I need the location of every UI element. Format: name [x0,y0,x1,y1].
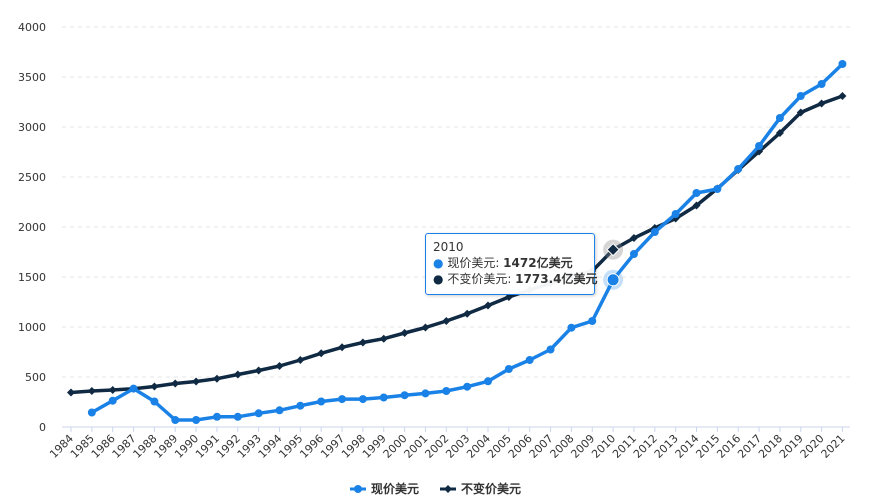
data-point[interactable] [358,395,367,404]
data-point[interactable] [817,80,826,88]
data-point[interactable] [212,374,221,383]
data-point[interactable] [233,370,242,379]
data-point[interactable] [442,387,451,395]
data-point[interactable] [379,393,388,402]
y-axis-ticks: 0 500 1000 1500 2000 2500 3000 3500 4000 [18,21,46,434]
data-point[interactable] [838,60,847,68]
data-point[interactable] [734,165,743,173]
data-point[interactable] [484,377,492,386]
data-point[interactable] [275,406,284,415]
grid-lines [62,26,850,378]
data-point[interactable] [171,416,180,424]
legend-item-constant-usd[interactable]: 不变价美元 [440,481,521,496]
legend-diamond-icon [444,485,452,493]
data-point[interactable] [463,382,472,391]
data-point[interactable] [650,228,659,236]
data-point[interactable] [108,386,117,394]
data-point[interactable] [796,108,805,117]
data-point[interactable] [421,323,430,332]
data-point[interactable] [692,201,701,210]
data-point[interactable] [838,92,847,100]
tooltip-row-constant: ● 不变价美元: 1773.4亿美元 [433,271,597,287]
tooltip-current-value: 1472亿美元 [503,256,573,270]
data-point[interactable] [129,384,138,393]
data-point[interactable] [546,345,555,354]
data-point[interactable] [629,250,638,258]
data-point[interactable] [379,334,388,343]
data-point[interactable] [108,396,117,405]
data-point[interactable] [692,189,701,197]
legend-circle-icon [354,485,362,493]
legend-item-current-usd[interactable]: 现价美元 [350,481,419,496]
tooltip-constant-label: 不变价美元: [447,272,516,286]
data-point[interactable] [212,412,221,421]
data-point[interactable] [358,338,367,347]
y-tick-label: 3000 [18,121,46,134]
data-point[interactable] [504,365,513,373]
data-point[interactable] [755,142,764,150]
x-tick-label: 2021 [819,432,848,461]
data-point[interactable] [713,185,722,193]
data-point[interactable] [567,323,576,332]
tooltip-constant-dot-icon: ● [433,272,444,286]
data-point[interactable] [87,408,96,417]
data-point[interactable] [442,317,451,325]
data-point[interactable] [67,388,75,397]
y-tick-label: 1500 [18,271,46,284]
data-point[interactable] [504,293,513,301]
data-point[interactable] [796,92,805,100]
tooltip-current-dot-icon: ● [433,256,444,270]
hover-point-constant [606,242,620,257]
data-point[interactable] [400,329,409,337]
data-point[interactable] [192,377,201,386]
y-tick-label: 3500 [18,71,46,84]
y-tick-label: 2500 [18,171,46,184]
y-tick-label: 500 [25,371,46,384]
tooltip: 2010 ● 现价美元: 1472亿美元 ● 不变价美元: 1773.4亿美元 [425,233,597,295]
data-point[interactable] [233,412,242,421]
data-point[interactable] [421,389,430,398]
data-point[interactable] [338,395,347,404]
series-current-usd [87,60,847,424]
data-point[interactable] [254,366,263,375]
data-point[interactable] [338,343,347,352]
legend-label: 不变价美元 [461,481,521,496]
data-point[interactable] [588,317,597,325]
data-point[interactable] [296,356,305,364]
data-point[interactable] [150,382,159,391]
y-tick-label: 2000 [18,221,46,234]
data-point[interactable] [317,397,326,406]
data-point[interactable] [629,234,638,242]
data-point[interactable] [254,409,263,418]
data-point[interactable] [317,349,326,358]
y-tick-label: 0 [39,421,46,434]
data-point[interactable] [484,301,492,310]
y-tick-label: 4000 [18,21,46,34]
tooltip-constant-value: 1773.4亿美元 [515,272,598,286]
data-point[interactable] [171,379,180,388]
tooltip-row-current: ● 现价美元: 1472亿美元 [433,255,587,271]
data-point[interactable] [671,210,680,218]
legend[interactable]: 现价美元 不变价美元 [350,481,521,496]
tooltip-current-label: 现价美元: [447,256,504,270]
y-tick-label: 1000 [18,321,46,334]
data-point[interactable] [775,114,784,122]
data-point[interactable] [87,387,96,395]
data-point[interactable] [192,416,201,424]
data-point[interactable] [775,129,784,137]
data-point[interactable] [463,309,472,318]
hover-highlight [603,239,624,290]
data-point[interactable] [296,401,305,410]
data-point[interactable] [400,391,409,400]
data-point[interactable] [525,356,534,364]
tooltip-year: 2010 [433,240,464,254]
hover-point-current [606,273,620,287]
data-point[interactable] [275,362,284,370]
x-axis-ticks: 1984198519861987198819891990199119921993… [47,427,848,461]
legend-label: 现价美元 [371,481,419,496]
data-point[interactable] [817,99,826,108]
data-point[interactable] [150,397,159,406]
